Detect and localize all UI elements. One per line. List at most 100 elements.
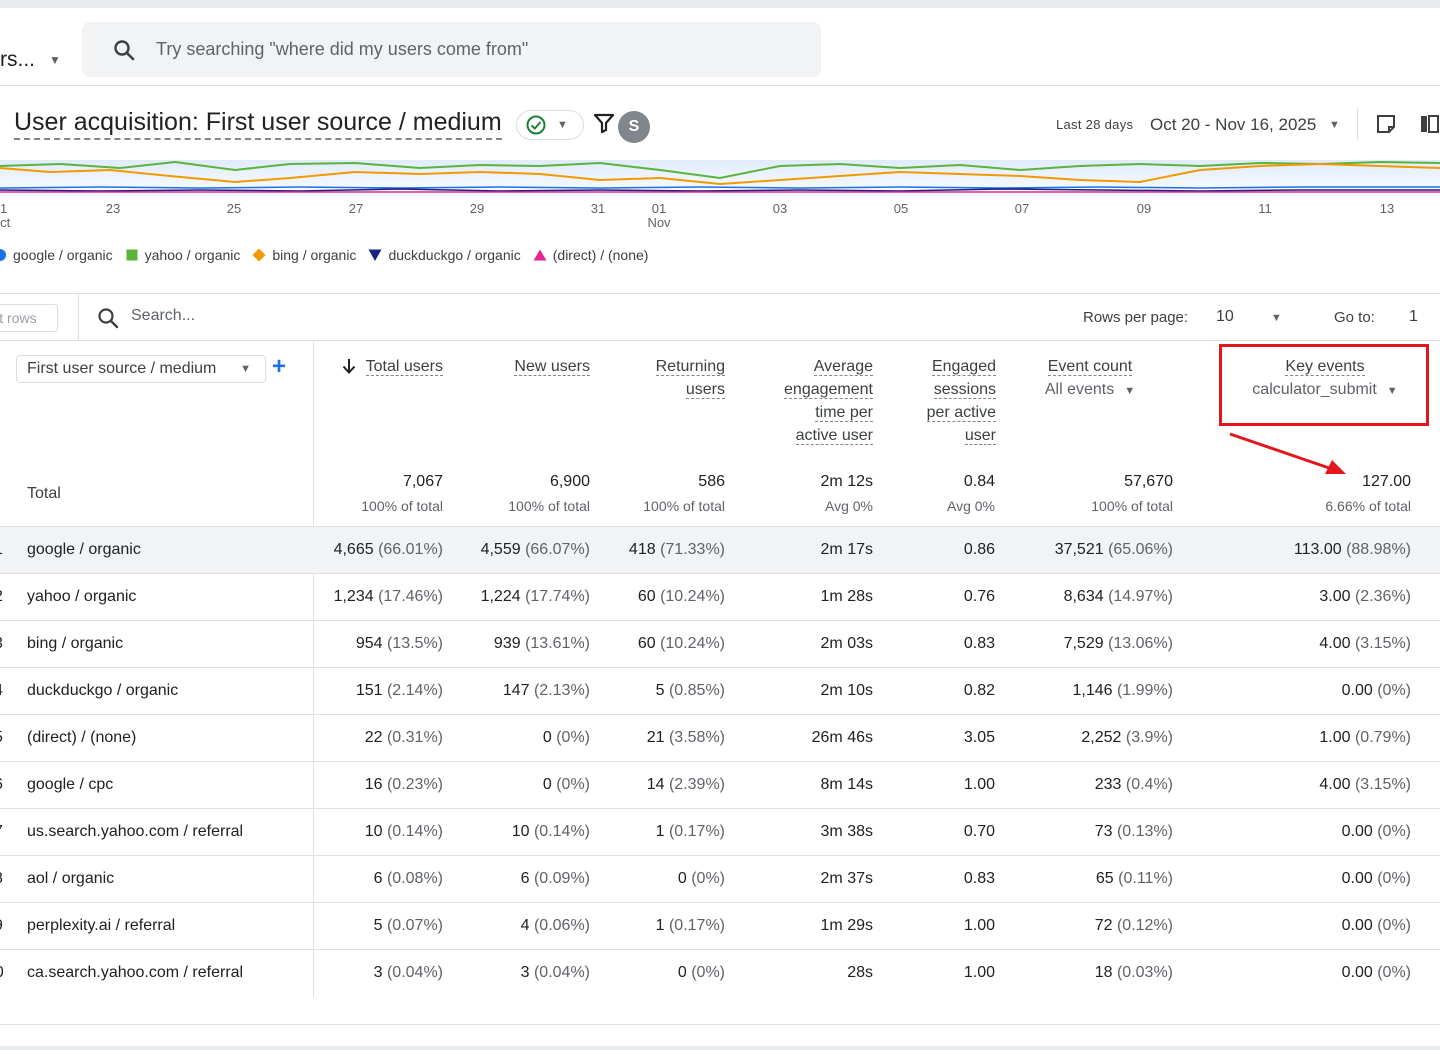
cell-value: 0.00: [1341, 917, 1373, 934]
header-avg-engagement-time[interactable]: Average engagement time per active user: [760, 355, 873, 447]
legend-item-bing-organic[interactable]: bing / organic: [252, 247, 356, 263]
plot-rows-button[interactable]: Plot rows: [0, 304, 58, 332]
date-range-value[interactable]: Oct 20 - Nov 16, 2025: [1150, 115, 1317, 134]
row-dimension-label[interactable]: us.search.yahoo.com / referral: [27, 823, 244, 840]
cell-percent: (3.15%): [1354, 776, 1411, 793]
legend-item-duckduckgo-organic[interactable]: duckduckgo / organic: [368, 247, 521, 263]
table-search-input[interactable]: Search...: [131, 307, 196, 324]
cell-value: 18: [1094, 964, 1113, 981]
total-sub: 100% of total: [508, 498, 590, 514]
series-line-google-organic: [0, 186, 1440, 189]
legend-item-yahoo-organic[interactable]: yahoo / organic: [125, 247, 240, 263]
row-dimension-label[interactable]: google / organic: [27, 541, 141, 558]
table-row[interactable]: 6 google / cpc 16 (0.23%) 0 (0%) 14 (2.39%) 8…: [0, 761, 1440, 808]
header-divider: [1357, 108, 1358, 140]
annotation-icon[interactable]: [1375, 113, 1397, 135]
cell-value: 2m 10s: [820, 682, 873, 699]
header-returning-users[interactable]: Returning users: [610, 355, 725, 401]
row-dimension-label[interactable]: aol / organic: [27, 870, 115, 887]
report-title[interactable]: User acquisition: First user source / me…: [14, 108, 502, 140]
cell-value: 5: [373, 917, 383, 934]
cell-value: 4.00: [1319, 635, 1351, 652]
cell-value: 0.82: [963, 682, 995, 699]
row-dimension-label[interactable]: perplexity.ai / referral: [27, 917, 176, 934]
cell-avg-engagement: 3m 38s: [821, 823, 873, 841]
chevron-down-icon[interactable]: ▼: [1329, 119, 1340, 131]
rows-per-page-select[interactable]: 10: [1216, 308, 1234, 325]
table-row[interactable]: 4 duckduckgo / organic 151 (2.14%) 147 (2.1…: [0, 667, 1440, 714]
cell-value: 2m 37s: [820, 870, 873, 887]
cell-value: 1,234: [333, 588, 374, 605]
cell-percent: (2.36%): [1354, 588, 1411, 605]
cell-value: 60: [637, 588, 656, 605]
table-row[interactable]: 7 us.search.yahoo.com / referral 10 (0.14%…: [0, 808, 1440, 855]
segment-avatar[interactable]: S: [618, 111, 650, 143]
cell-percent: (17.46%): [378, 588, 443, 605]
header-label: Returning: [655, 358, 725, 376]
table-row[interactable]: 2 yahoo / organic 1,234 (17.46%) 1,224 (17.…: [0, 573, 1440, 620]
dimension-selector[interactable]: First user source / medium ▼: [16, 355, 266, 383]
header-label: time per: [815, 404, 873, 422]
cell-engaged-sessions: 3.05: [964, 729, 995, 747]
global-search-box[interactable]: Try searching "where did my users come f…: [82, 22, 821, 77]
legend-label: bing / organic: [272, 247, 357, 263]
row-dimension-label[interactable]: (direct) / (none): [27, 729, 137, 746]
row-dimension-label[interactable]: bing / organic: [27, 635, 124, 652]
cell-percent: (0.14%): [533, 823, 590, 840]
key-event-filter-select[interactable]: calculator_submit: [1252, 381, 1377, 398]
chevron-down-icon[interactable]: ▼: [1271, 312, 1282, 324]
x-tick-label: 23: [105, 201, 121, 216]
cell-value: 21: [646, 729, 665, 746]
header-label: engagement: [784, 381, 873, 399]
header-event-count[interactable]: Event count All events ▼: [1020, 355, 1160, 403]
event-filter-select[interactable]: All events: [1044, 381, 1115, 398]
cell-value: 4,665: [333, 541, 374, 558]
cell-percent: (0.13%): [1116, 823, 1173, 840]
cell-event-count: 37,521 (65.06%): [1055, 541, 1173, 559]
cell-avg-engagement: 2m 10s: [821, 682, 873, 700]
row-dimension-label[interactable]: google / cpc: [27, 776, 114, 793]
table-row[interactable]: 10 ca.search.yahoo.com / referral 3 (0.04%…: [0, 949, 1440, 996]
cell-value: 1.00: [963, 964, 995, 981]
series-line-yahoo-organic: [0, 160, 1440, 180]
goto-input[interactable]: 1: [1409, 308, 1418, 325]
header-total-users[interactable]: Total users: [343, 355, 443, 378]
report-status-dropdown[interactable]: ▼: [516, 110, 584, 140]
chevron-down-icon[interactable]: ▼: [1386, 385, 1398, 397]
cell-returning-users: 5 (0.85%): [656, 682, 725, 700]
cell-returning-users: 60 (10.24%): [638, 588, 725, 606]
row-dimension-label[interactable]: yahoo / organic: [27, 588, 137, 605]
cell-value: 0.83: [963, 635, 995, 652]
row-dimension-label[interactable]: duckduckgo / organic: [27, 682, 179, 699]
table-row[interactable]: 9 perplexity.ai / referral 5 (0.07%) 4 (0.0…: [0, 902, 1440, 949]
compare-icon[interactable]: [1418, 113, 1440, 135]
cell-returning-users: 0 (0%): [678, 964, 725, 982]
legend-item-direct-none[interactable]: (direct) / (none): [533, 247, 648, 263]
legend-item-google-organic[interactable]: google / organic: [0, 247, 113, 263]
cell-percent: (0.14%): [386, 823, 443, 840]
x-tick-label: 03: [772, 201, 788, 216]
arrow-down-icon[interactable]: [340, 357, 358, 375]
table-row[interactable]: 5 (direct) / (none) 22 (0.31%) 0 (0%) 21 (3.…: [0, 714, 1440, 761]
row-number: 7: [0, 823, 3, 841]
cell-returning-users: 21 (3.58%): [647, 729, 725, 747]
total-sub: Avg 0%: [947, 498, 995, 514]
header-key-events[interactable]: Key events calculator_submit ▼: [1225, 355, 1425, 403]
chevron-down-icon[interactable]: ▼: [1124, 385, 1136, 397]
table-row[interactable]: 1 google / organic 4,665 (66.01%) 4,559 (66…: [0, 526, 1440, 573]
cell-engaged-sessions: 1.00: [964, 776, 995, 794]
header-new-users[interactable]: New users: [470, 355, 590, 378]
header-label: user: [964, 427, 996, 445]
cell-avg-engagement: 1m 29s: [821, 917, 873, 935]
header-engaged-sessions[interactable]: Engaged sessions per active user: [900, 355, 996, 447]
x-tick-label: 27: [348, 201, 364, 216]
cell-percent: (13.61%): [525, 635, 590, 652]
add-dimension-button[interactable]: +: [272, 353, 287, 380]
property-selector[interactable]: rs... ▼: [0, 48, 61, 72]
cell-returning-users: 1 (0.17%): [656, 823, 725, 841]
row-dimension-label[interactable]: ca.search.yahoo.com / referral: [27, 964, 244, 981]
table-row[interactable]: 3 bing / organic 954 (13.5%) 939 (13.61%) 60…: [0, 620, 1440, 667]
filter-icon[interactable]: [594, 113, 614, 133]
cell-value: 6: [373, 870, 383, 887]
